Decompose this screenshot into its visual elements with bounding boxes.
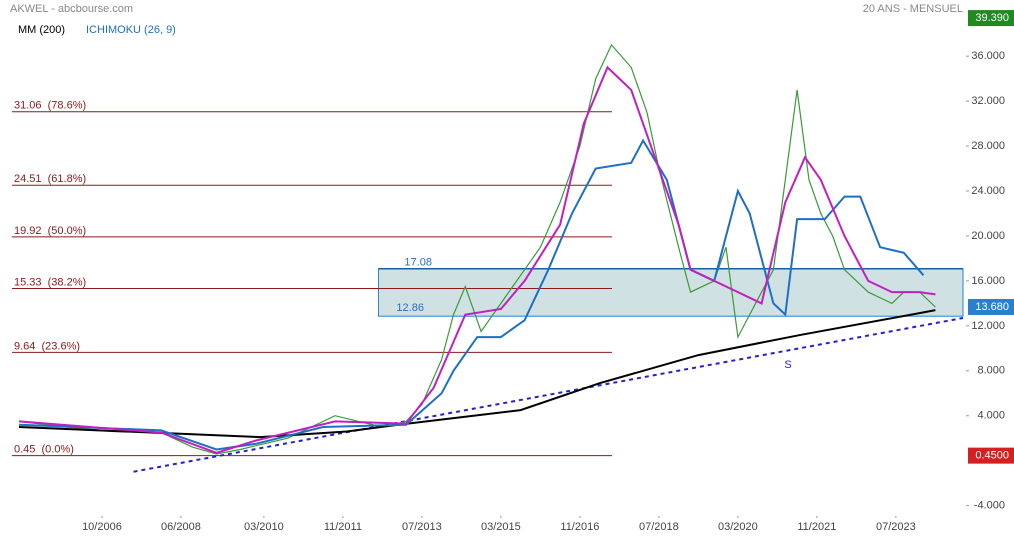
x-tick-label: 07/2013: [402, 521, 442, 533]
y-tick-label: 8.000: [977, 365, 1005, 377]
x-tick-label: 11/2016: [560, 521, 599, 533]
y-tick-label: 16.000: [971, 275, 1005, 287]
fib-label: 31.06 (78.6%): [14, 100, 86, 112]
series-line: [18, 65, 936, 454]
fib-label: 24.51 (61.8%): [14, 173, 86, 185]
legend-entry: MM (200): [18, 24, 65, 36]
price-label: 13.680: [975, 301, 1009, 313]
price-box: [968, 447, 1014, 464]
y-tick-label: 28.000: [971, 140, 1005, 152]
fib-label: 15.33 (38.2%): [14, 276, 86, 288]
x-tick-label: 06/2008: [161, 521, 201, 533]
chart-title: AKWEL - abcbourse.com: [10, 3, 133, 15]
price-box: [968, 10, 1014, 27]
price-box: [968, 298, 1014, 315]
series-line: [18, 43, 936, 455]
trendline: [133, 317, 964, 473]
y-tick-label: 32.000: [971, 95, 1005, 107]
legend-entry: ICHIMOKU (26, 9): [86, 24, 176, 36]
zone-label: 12.86: [396, 302, 424, 314]
chart-subtitle: 20 ANS - MENSUEL: [863, 3, 963, 15]
x-tick-label: 03/2010: [244, 521, 284, 533]
zone-label: 17.08: [404, 257, 432, 269]
plot-area: [12, 43, 964, 473]
x-tick-label: 07/2023: [876, 521, 916, 533]
x-tick-label: 07/2018: [639, 521, 679, 533]
x-tick-label: 03/2015: [481, 521, 521, 533]
series-line: [18, 309, 936, 439]
zone: [377, 268, 964, 317]
fib-label: 19.92 (50.0%): [14, 225, 86, 237]
y-tick-label: 24.000: [971, 185, 1005, 197]
price-label: 39.390: [975, 12, 1009, 24]
fib-label: 0.45 (0.0%): [14, 444, 74, 456]
fib-label: 9.64 (23.6%): [14, 340, 80, 352]
trendline-label: S: [784, 359, 791, 371]
price-label: 0.4500: [975, 450, 1009, 462]
x-tick-label: 11/2011: [324, 521, 362, 533]
y-tick-label: 4.000: [977, 410, 1005, 422]
y-tick-label: 12.000: [971, 320, 1005, 332]
x-tick-label: 11/2021: [797, 521, 836, 533]
y-tick-label: 20.000: [971, 230, 1005, 242]
series-line: [18, 138, 925, 451]
y-tick-label: 36.000: [971, 50, 1005, 62]
x-tick-label: 03/2020: [718, 521, 758, 533]
y-tick-label: -4.000: [974, 500, 1005, 512]
x-tick-label: 10/2006: [82, 521, 122, 533]
